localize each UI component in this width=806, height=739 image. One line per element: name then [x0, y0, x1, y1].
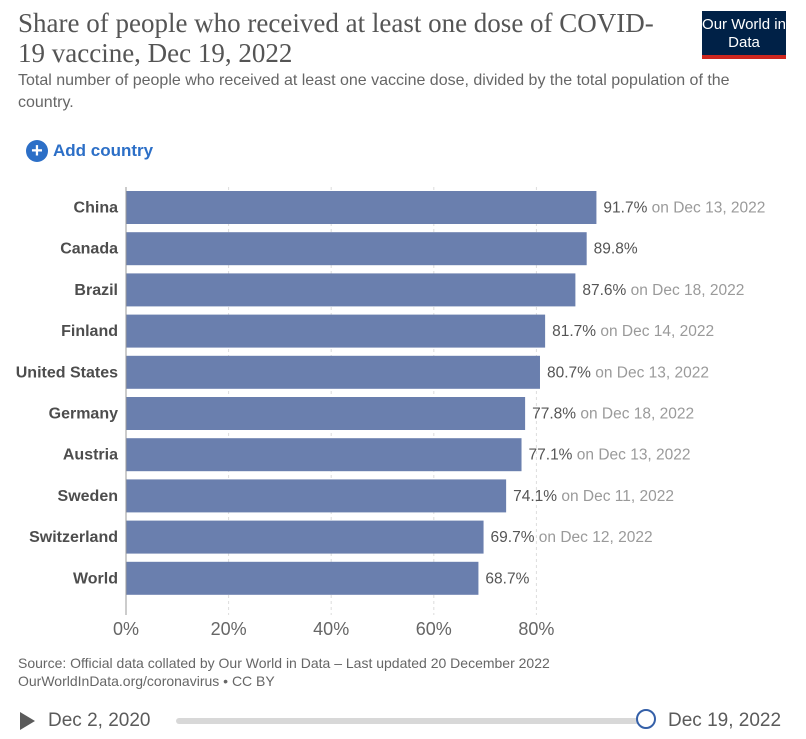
x-tick-label: 60% — [416, 619, 452, 639]
x-tick-label: 40% — [313, 619, 349, 639]
value-text: 89.8% — [594, 241, 638, 258]
x-tick-label: 80% — [518, 619, 554, 639]
x-tick-label: 20% — [211, 619, 247, 639]
x-tick-label: 0% — [113, 619, 139, 639]
source-text: Source: Official data collated by Our Wo… — [18, 655, 550, 671]
value-text: 91.7% — [603, 200, 647, 217]
value-label: 87.6% on Dec 18, 2022 — [582, 282, 744, 299]
value-label: 91.7% on Dec 13, 2022 — [603, 200, 765, 217]
bar[interactable] — [126, 314, 546, 348]
bar[interactable] — [126, 479, 507, 513]
value-label: 80.7% on Dec 13, 2022 — [547, 364, 709, 381]
bar-chart: China 91.7% on Dec 13, 2022 Canada 89.8% Bra… — [16, 187, 765, 639]
value-label: 77.1% on Dec 13, 2022 — [529, 447, 691, 464]
value-label: 89.8% — [594, 241, 638, 258]
date-note: on Dec 12, 2022 — [535, 529, 653, 546]
timeline: Dec 2, 2020 Dec 19, 2022 — [18, 706, 798, 736]
bar[interactable] — [126, 273, 576, 307]
owid-logo[interactable]: Our World in Data — [702, 11, 786, 59]
category-label: Switzerland — [29, 529, 118, 546]
bar[interactable] — [126, 520, 484, 554]
date-note: on Dec 18, 2022 — [626, 282, 744, 299]
date-note: on Dec 11, 2022 — [557, 488, 674, 505]
date-note: on Dec 18, 2022 — [576, 406, 694, 423]
value-text: 80.7% — [547, 364, 591, 381]
category-label: Germany — [49, 406, 118, 423]
add-country-label: Add country — [53, 141, 154, 160]
category-label: United States — [16, 364, 118, 381]
bar[interactable] — [126, 232, 587, 266]
date-note: on Dec 13, 2022 — [591, 364, 709, 381]
chart-subtitle: Total number of people who received at l… — [18, 72, 730, 111]
value-label: 81.7% on Dec 14, 2022 — [552, 323, 714, 340]
chart-footer: Source: Official data collated by Our Wo… — [18, 654, 550, 690]
category-label: Canada — [60, 241, 118, 258]
value-text: 77.1% — [529, 447, 573, 464]
value-text: 77.8% — [532, 406, 576, 423]
timeline-handle[interactable] — [636, 709, 656, 729]
value-text: 87.6% — [582, 282, 626, 299]
add-country-button[interactable]: + Add country — [26, 140, 153, 162]
license-link[interactable]: OurWorldInData.org/coronavirus • CC BY — [18, 673, 275, 689]
chart-title: Share of people who received at least on… — [18, 8, 654, 68]
value-text: 74.1% — [513, 488, 557, 505]
category-label: Sweden — [58, 488, 118, 505]
timeline-start-label: Dec 2, 2020 — [48, 710, 151, 731]
category-label: Austria — [63, 447, 118, 464]
bar[interactable] — [126, 438, 522, 472]
date-note: on Dec 13, 2022 — [572, 447, 690, 464]
plus-circle-icon: + — [26, 140, 48, 162]
bar[interactable] — [126, 355, 540, 389]
bar[interactable] — [126, 397, 526, 430]
value-label: 69.7% on Dec 12, 2022 — [491, 529, 653, 546]
category-label: Finland — [61, 323, 118, 340]
category-label: World — [73, 570, 118, 587]
value-label: 74.1% on Dec 11, 2022 — [513, 488, 674, 505]
play-icon[interactable] — [20, 712, 35, 730]
category-label: Brazil — [74, 282, 118, 299]
date-note: on Dec 13, 2022 — [647, 200, 765, 217]
timeline-end-label: Dec 19, 2022 — [668, 710, 782, 731]
category-label: China — [74, 200, 119, 217]
bar[interactable] — [126, 191, 597, 224]
value-text: 69.7% — [491, 529, 535, 546]
value-text: 81.7% — [552, 323, 596, 340]
date-note: on Dec 14, 2022 — [596, 323, 714, 340]
value-label: 68.7% — [485, 570, 529, 587]
value-label: 77.8% on Dec 18, 2022 — [532, 406, 694, 423]
timeline-track[interactable] — [176, 718, 646, 724]
bar[interactable] — [126, 561, 479, 595]
value-text: 68.7% — [485, 570, 529, 587]
